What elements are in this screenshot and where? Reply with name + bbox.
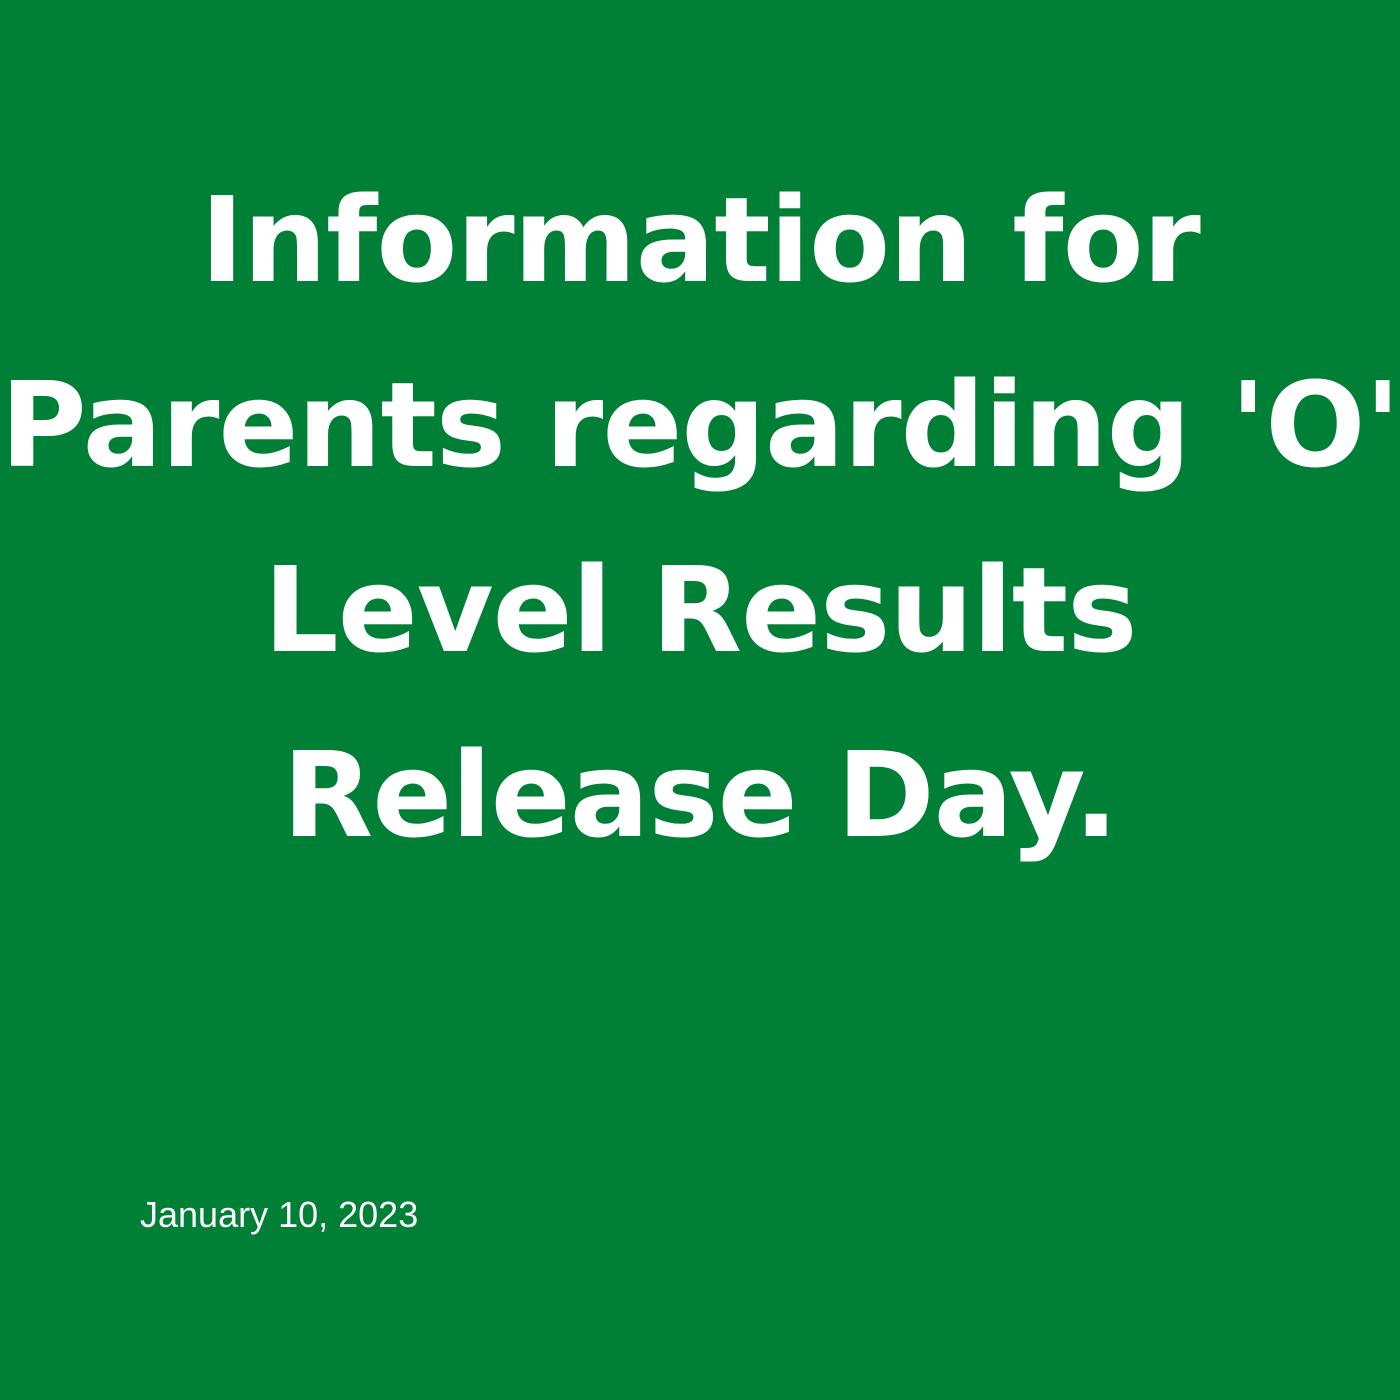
title-line-2: Parents regarding 'O' [0, 356, 1400, 494]
title-line-1: Information for [200, 171, 1201, 309]
publish-date: January 10, 2023 [140, 1194, 419, 1235]
announcement-title: Information for Parents regarding 'O' Le… [0, 148, 1400, 888]
title-line-3: Level Results [263, 541, 1138, 679]
title-line-4: Release Day. [282, 726, 1118, 864]
